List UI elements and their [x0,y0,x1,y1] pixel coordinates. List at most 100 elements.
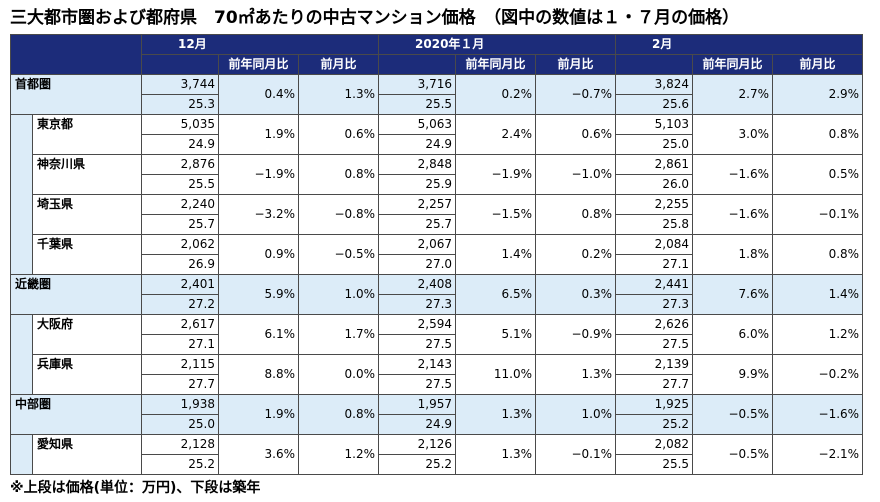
price-value: 3,744 [141,74,219,95]
indent-cell [10,434,33,475]
price-subheader [378,54,457,75]
indent-cell [10,234,33,275]
yoy-value: 7.6% [692,274,774,315]
age-value: 24.9 [378,134,457,155]
yoy-value: −3.2% [218,194,299,235]
table-row: 東京都 5,035 1.9% 0.6% 5,063 2.4% 0.6% 5,103 3.0% 0.… [10,114,864,155]
price-value: 5,063 [378,114,457,135]
prefecture-label: 東京都 [32,114,142,155]
table-row: 首都圏 3,744 0.4% 1.3% 3,716 0.2% −0.7% 3,824 2.7% 2… [10,74,864,115]
table-row-age: 25.5 25.9 26.0 [11,174,863,195]
table-row-age: 25.3 25.5 25.6 [11,94,863,115]
price-value: 2,143 [378,354,457,375]
yoy-value: 1.3% [455,434,537,475]
age-value: 25.6 [615,94,694,115]
table-row: 千葉県 2,062 0.9% −0.5% 2,067 1.4% 0.2% 2,084 1.8% 0… [10,234,864,275]
price-value: 2,128 [141,434,219,455]
yoy-value: −1.9% [455,154,537,195]
price-value: 2,626 [615,314,694,335]
price-value: 2,441 [615,274,694,295]
price-value: 2,401 [141,274,219,295]
mom-value: −0.7% [535,74,617,115]
yoy-value: 1.3% [455,394,537,435]
yoy-value: 1.8% [692,234,774,275]
header-corner [10,34,142,75]
table-row-age: 27.7 27.5 27.7 [11,374,863,395]
table-row-age: 27.1 27.5 27.5 [11,334,863,355]
yoy-value: 1.9% [218,394,299,435]
mom-value: 1.4% [772,274,864,315]
price-value: 2,848 [378,154,457,175]
table-row: 中部圏 1,938 1.9% 0.8% 1,957 1.3% 1.0% 1,925 −0.5% −… [10,394,864,435]
mom-subheader: 前月比 [535,54,617,75]
price-value: 1,957 [378,394,457,415]
price-value: 2,084 [615,234,694,255]
table-row: 埼玉県 2,240 −3.2% −0.8% 2,257 −1.5% 0.8% 2,255 −1.… [10,194,864,235]
indent-cell [10,154,33,195]
price-value: 2,062 [141,234,219,255]
mom-value: 1.2% [772,314,864,355]
mom-value: 0.8% [535,194,617,235]
prefecture-label: 埼玉県 [32,194,142,235]
yoy-value: 2.4% [455,114,537,155]
price-value: 1,925 [615,394,694,415]
mom-value: 1.0% [297,274,380,315]
region-label: 首都圏 [10,74,142,115]
age-value: 27.3 [378,294,457,315]
price-value: 5,103 [615,114,694,135]
month-header: 2月 [615,34,864,55]
mom-value: 0.3% [535,274,617,315]
table-row: 兵庫県 2,115 8.8% 0.0% 2,143 11.0% 1.3% 2,139 9.9% −… [10,354,864,395]
age-value: 27.5 [615,334,694,355]
month-header: 2020年１月 [378,34,617,55]
yoy-value: 6.5% [455,274,537,315]
table-row-age: 25.2 25.2 25.5 [11,454,863,475]
mom-value: 1.7% [297,314,380,355]
region-label: 近畿圏 [10,274,142,315]
age-value: 24.9 [141,134,219,155]
price-subheader [615,54,694,75]
table-row: 大阪府 2,617 6.1% 1.7% 2,594 5.1% −0.9% 2,626 6.0% 1… [10,314,864,355]
mom-value: −0.2% [772,354,864,395]
age-value: 27.7 [615,374,694,395]
price-value: 2,139 [615,354,694,375]
price-value: 2,257 [378,194,457,215]
table-row: 愛知県 2,128 3.6% 1.2% 2,126 1.3% −0.1% 2,082 −0.5%… [10,434,864,475]
age-value: 27.1 [615,254,694,275]
age-value: 25.2 [378,454,457,475]
mom-value: 1.0% [535,394,617,435]
yoy-value: 3.0% [692,114,774,155]
age-value: 25.0 [615,134,694,155]
table-title: 三大都市圏および都府県 70㎡あたりの中古マンション価格 （図中の数値は１・７月… [10,8,740,28]
indent-cell [10,114,33,155]
age-value: 25.2 [615,414,694,435]
prefecture-label: 神奈川県 [32,154,142,195]
mom-value: 0.8% [297,394,380,435]
age-value: 27.3 [615,294,694,315]
yoy-subheader: 前年同月比 [455,54,537,75]
mom-value: 1.2% [297,434,380,475]
price-value: 2,861 [615,154,694,175]
mom-value: 0.2% [535,234,617,275]
price-value: 2,255 [615,194,694,215]
yoy-value: 0.2% [455,74,537,115]
table-row-age: 24.9 24.9 25.0 [11,134,863,155]
mom-value: 2.9% [772,74,864,115]
indent-cell [10,194,33,235]
yoy-value: −1.6% [692,154,774,195]
header-row-sub: 前年同月比 前月比 前年同月比 前月比 前年同月比 前月比 [11,54,864,75]
mom-value: 0.0% [297,354,380,395]
price-value: 2,067 [378,234,457,255]
price-value: 2,115 [141,354,219,375]
yoy-value: 5.1% [455,314,537,355]
yoy-value: −0.5% [692,434,774,475]
age-value: 26.0 [615,174,694,195]
month-header: 12月 [140,34,380,55]
age-value: 27.5 [378,374,457,395]
yoy-value: −1.5% [455,194,537,235]
age-value: 26.9 [141,254,219,275]
yoy-value: 6.1% [218,314,299,355]
age-value: 24.9 [378,414,457,435]
indent-cell [10,354,33,395]
age-value: 27.7 [141,374,219,395]
